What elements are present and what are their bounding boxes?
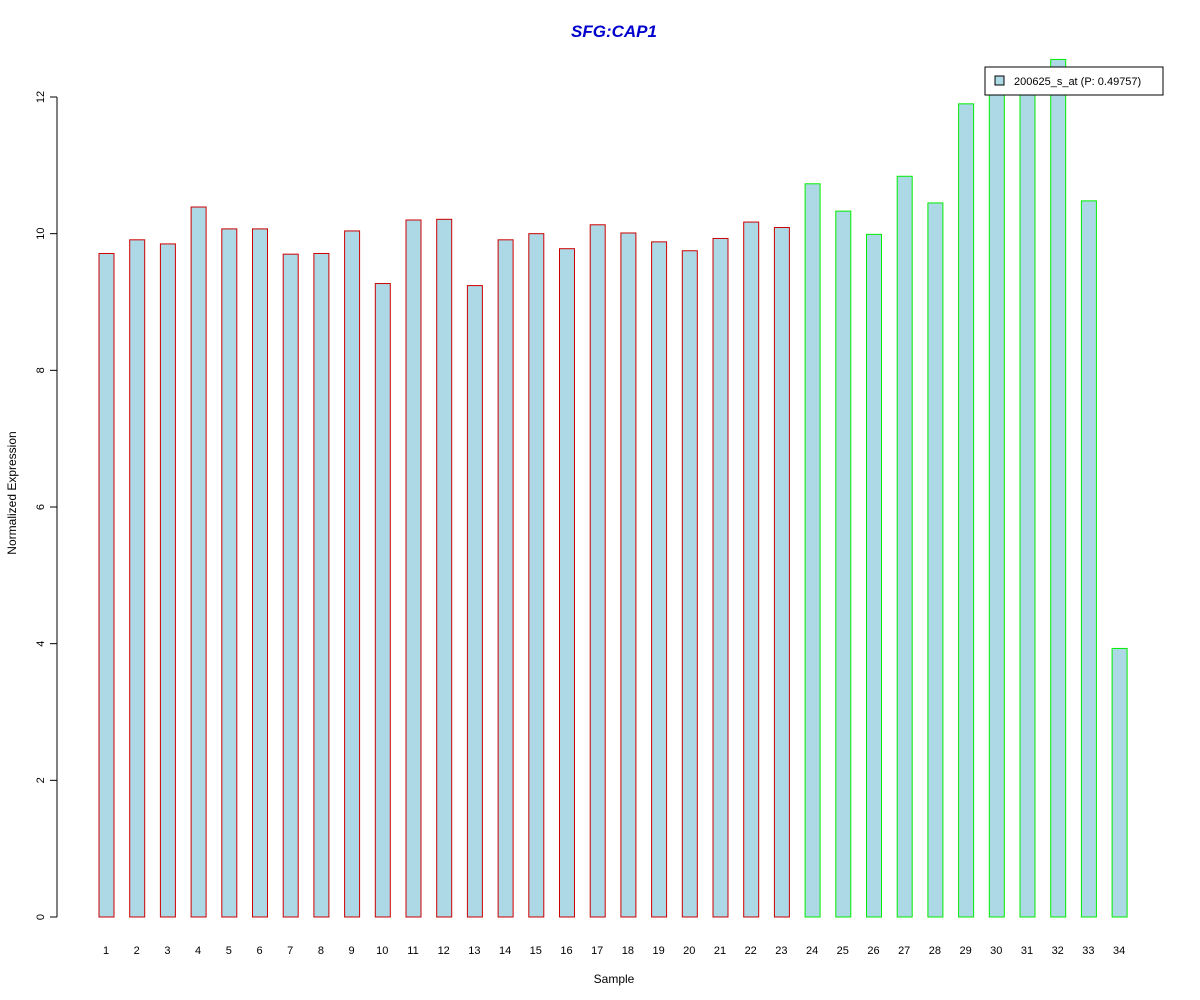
- bar-sample-16: [559, 248, 575, 918]
- x-tick-label: 4: [195, 945, 201, 957]
- bars: [98, 58, 1128, 918]
- bar-sample-26: [866, 233, 882, 918]
- bar-sample-7: [282, 253, 299, 918]
- y-tick-label: 4: [35, 641, 47, 647]
- y-tick-label: 10: [35, 228, 47, 240]
- bar-sample-22: [743, 221, 760, 918]
- bar-sample-6: [252, 228, 268, 918]
- x-tick-label: 29: [959, 945, 971, 957]
- x-tick-label: 23: [775, 945, 787, 957]
- legend-label: 200625_s_at (P: 0.49757): [1014, 76, 1141, 88]
- x-tick-label: 15: [530, 945, 542, 957]
- x-tick-label: 17: [591, 945, 603, 957]
- bar-sample-13: [466, 285, 483, 918]
- y-tick-label: 0: [35, 914, 47, 920]
- bar-sample-8: [313, 252, 330, 918]
- x-tick-label: 9: [349, 945, 355, 957]
- x-tick-label: 12: [438, 945, 450, 957]
- chart-title: SFG:CAP1: [571, 22, 657, 41]
- y-axis: 0 2 4 6 8 10 12: [35, 91, 58, 920]
- y-tick-label: 8: [35, 367, 47, 373]
- x-tick-label: 34: [1113, 945, 1125, 957]
- x-tick-label: 33: [1082, 945, 1094, 957]
- x-tick-label: 3: [164, 945, 170, 957]
- bar-sample-27: [896, 175, 913, 918]
- x-tick-label: 13: [468, 945, 480, 957]
- x-tick-label: 21: [714, 945, 726, 957]
- bar-sample-24: [804, 183, 821, 918]
- bar-sample-12: [436, 218, 453, 918]
- bar-sample-9: [344, 230, 361, 918]
- bar-sample-15: [528, 233, 545, 918]
- x-tick-label: 20: [683, 945, 695, 957]
- bar-sample-4: [190, 206, 207, 918]
- bar-sample-34: [1111, 647, 1128, 918]
- x-axis-label: Sample: [594, 972, 635, 986]
- bar-sample-29: [958, 103, 975, 918]
- bar-sample-31: [1019, 89, 1036, 918]
- y-tick-label: 12: [35, 91, 47, 103]
- bar-sample-1: [98, 252, 115, 918]
- x-tick-label: 8: [318, 945, 324, 957]
- x-tick-label: 11: [407, 945, 418, 957]
- bar-sample-32: [1050, 58, 1067, 918]
- bar-sample-20: [681, 250, 698, 918]
- bar-sample-33: [1080, 200, 1097, 918]
- y-axis-label: Normalized Expression: [5, 431, 19, 554]
- x-tick-label: 30: [990, 945, 1002, 957]
- bar-sample-14: [497, 239, 514, 918]
- bar-sample-11: [405, 219, 422, 918]
- bar-sample-5: [221, 228, 238, 918]
- x-tick-label: 32: [1052, 945, 1064, 957]
- x-tick-label: 6: [256, 945, 262, 957]
- legend-swatch: [994, 75, 1005, 86]
- x-tick-label: 10: [376, 945, 388, 957]
- x-tick-label: 22: [745, 945, 757, 957]
- bar-sample-17: [589, 224, 606, 918]
- x-tick-label: 5: [226, 945, 232, 957]
- x-tick-label: 1: [103, 945, 109, 957]
- bar-sample-30: [988, 72, 1005, 918]
- legend: 200625_s_at (P: 0.49757): [984, 66, 1164, 96]
- bar-sample-19: [651, 241, 668, 918]
- x-tick-label: 18: [622, 945, 634, 957]
- bar-sample-10: [374, 283, 391, 918]
- x-tick-label: 16: [560, 945, 572, 957]
- x-tick-label: 25: [837, 945, 849, 957]
- bar-sample-3: [159, 243, 176, 918]
- legend-box: [984, 66, 1164, 96]
- x-tick-label: 28: [929, 945, 941, 957]
- x-tick-label: 26: [867, 945, 879, 957]
- x-tick-label: 14: [499, 945, 511, 957]
- x-tick-label: 2: [134, 945, 140, 957]
- x-tick-label: 27: [898, 945, 910, 957]
- bar-sample-25: [835, 210, 852, 918]
- x-tick-label: 19: [652, 945, 664, 957]
- bar-sample-23: [773, 227, 790, 918]
- bar-sample-18: [620, 232, 637, 918]
- y-tick-label: 2: [35, 777, 47, 783]
- x-tick-label: 31: [1021, 945, 1033, 957]
- x-tick-labels: 1 2 3 4 5 6 7 8 9 10 11 12 13 14 15 16 17 18 19 20 21 22 23 24 2…: [103, 945, 1125, 957]
- x-tick-label: 24: [806, 945, 818, 957]
- y-tick-label: 6: [35, 504, 47, 510]
- bar-sample-21: [712, 237, 729, 918]
- bar-sample-28: [927, 202, 944, 918]
- bar-sample-2: [129, 239, 146, 918]
- x-tick-label: 7: [287, 945, 293, 957]
